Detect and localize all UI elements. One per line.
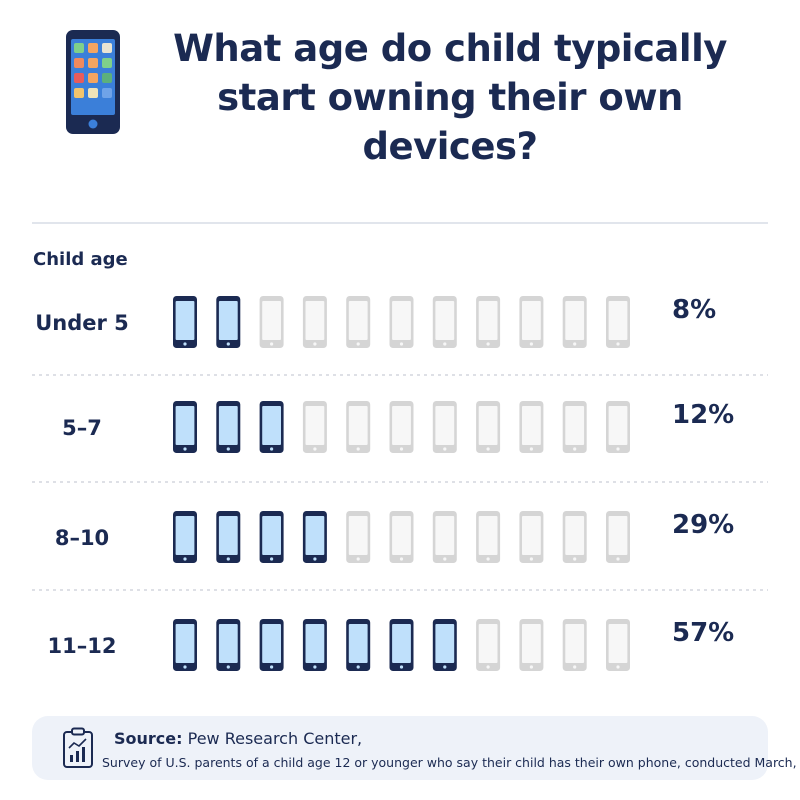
filled-phone-icon	[173, 401, 197, 453]
empty-phone-icon	[259, 296, 284, 348]
filled-phone-icon	[346, 619, 371, 671]
chart-title: What age do child typically start owning…	[130, 24, 770, 171]
filled-phone-icon	[173, 619, 197, 671]
filled-phone-icon	[216, 401, 241, 453]
value-label: 12%	[672, 400, 734, 430]
icon-row	[173, 511, 630, 563]
empty-phone-icon	[562, 401, 587, 453]
filled-phone-icon	[216, 296, 241, 348]
empty-phone-icon	[432, 401, 457, 453]
source-label: Source:	[114, 729, 183, 748]
empty-phone-icon	[389, 511, 414, 563]
empty-phone-icon	[519, 401, 544, 453]
smartphone-header-icon	[66, 30, 120, 134]
filled-phone-icon	[259, 401, 284, 453]
filled-phone-icon	[302, 619, 327, 671]
empty-phone-icon	[562, 511, 587, 563]
empty-phone-icon	[302, 296, 327, 348]
filled-phone-icon	[259, 511, 284, 563]
filled-phone-icon	[216, 511, 241, 563]
empty-phone-icon	[476, 511, 501, 563]
empty-phone-icon	[606, 511, 630, 563]
category-label: 8–10	[55, 526, 109, 550]
filled-phone-icon	[389, 619, 414, 671]
empty-phone-icon	[346, 511, 371, 563]
header-divider	[32, 222, 768, 224]
empty-phone-icon	[476, 401, 501, 453]
empty-phone-icon	[346, 296, 371, 348]
source-box: Source: Pew Research Center, Survey of U…	[32, 716, 800, 780]
empty-phone-icon	[606, 296, 630, 348]
empty-phone-icon	[432, 511, 457, 563]
icon-row	[173, 619, 630, 671]
filled-phone-icon	[173, 296, 197, 348]
title-line-2: start owning their own devices?	[217, 76, 683, 168]
axis-title: Child age	[33, 249, 128, 270]
empty-phone-icon	[562, 619, 587, 671]
empty-phone-icon	[606, 619, 630, 671]
category-label: 11–12	[48, 634, 117, 658]
filled-phone-icon	[173, 511, 197, 563]
empty-phone-icon	[302, 401, 327, 453]
source-note: Survey of U.S. parents of a child age 12…	[102, 755, 800, 770]
value-label: 57%	[672, 618, 734, 648]
source-line: Source: Pew Research Center,	[114, 729, 362, 748]
empty-phone-icon	[476, 619, 501, 671]
value-label: 8%	[672, 295, 716, 325]
filled-phone-icon	[432, 619, 457, 671]
icon-row	[173, 401, 630, 453]
empty-phone-icon	[519, 619, 544, 671]
empty-phone-icon	[389, 401, 414, 453]
empty-phone-icon	[606, 401, 630, 453]
title-line-1: What age do child typically	[173, 27, 727, 70]
category-label: Under 5	[35, 311, 129, 335]
empty-phone-icon	[389, 296, 414, 348]
source-name: Pew Research Center,	[187, 729, 363, 748]
empty-phone-icon	[476, 296, 501, 348]
empty-phone-icon	[519, 511, 544, 563]
filled-phone-icon	[302, 511, 327, 563]
empty-phone-icon	[432, 296, 457, 348]
value-label: 29%	[672, 510, 734, 540]
empty-phone-icon	[346, 401, 371, 453]
filled-phone-icon	[216, 619, 241, 671]
clipboard-chart-icon	[63, 727, 93, 768]
filled-phone-icon	[259, 619, 284, 671]
empty-phone-icon	[519, 296, 544, 348]
empty-phone-icon	[562, 296, 587, 348]
category-label: 5–7	[62, 416, 102, 440]
icon-row	[173, 296, 630, 348]
